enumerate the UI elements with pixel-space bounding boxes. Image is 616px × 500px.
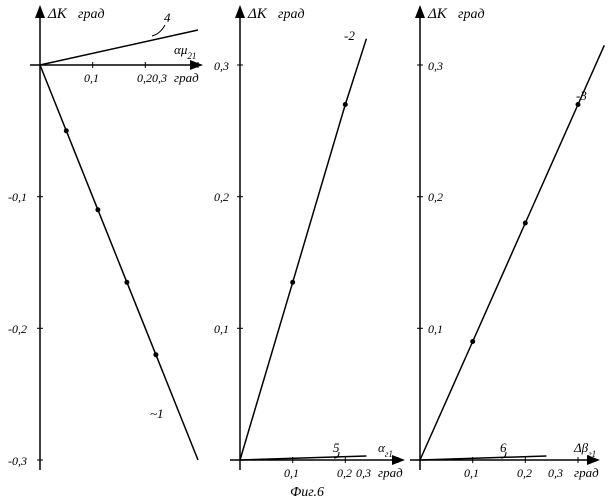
y-axis-label: ΔK xyxy=(427,6,448,22)
x-tick: 0,3 xyxy=(356,466,371,480)
figure-caption: Фиг.6 xyxy=(290,485,324,500)
x-tick: 0,1 xyxy=(464,466,479,480)
x-tick: 0,1 xyxy=(284,466,299,480)
y-tick: -0,3 xyxy=(8,454,27,468)
chart-3: ΔK град 0,1 0,2 0,3 Δβг1 град 0,1 0,2 0,… xyxy=(410,5,604,480)
y-tick: 0,3 xyxy=(214,59,229,73)
y-axis-label: ΔK xyxy=(247,6,268,22)
y-tick: 0,3 xyxy=(428,59,443,73)
x-tick: 0,2 xyxy=(337,466,352,480)
x-axis-label: Δβг1 xyxy=(573,440,596,459)
x-tick: 0,2 xyxy=(137,71,152,85)
y-tick: 0,1 xyxy=(214,322,229,336)
y-axis-label: ΔK xyxy=(47,6,68,22)
y-tick: 0,2 xyxy=(214,190,229,204)
y-tick: -0,2 xyxy=(8,322,27,336)
x-tick: 0,3 xyxy=(152,71,167,85)
x-tick: 0,1 xyxy=(84,71,99,85)
x-axis-unit: град xyxy=(574,465,599,480)
x-axis-label: αг1 xyxy=(378,440,393,459)
figure-container: ΔK град αμ21 град 0,1 0,2 0,3 -0,1 -0,2 … xyxy=(0,0,616,500)
series-tag: 4 xyxy=(164,10,171,25)
y-tick: 0,2 xyxy=(428,190,443,204)
chart-2: ΔK град 0,1 0,2 0,3 αг1 град 0,1 0,2 0,3… xyxy=(214,5,405,480)
y-axis-unit: град xyxy=(458,7,485,22)
x-axis-unit: град xyxy=(378,465,403,480)
y-tick: 0,1 xyxy=(428,322,443,336)
series-tag: -2 xyxy=(344,28,355,43)
y-axis-unit: град xyxy=(278,7,305,22)
x-tick: 0,2 xyxy=(517,466,532,480)
chart-1: ΔK град αμ21 град 0,1 0,2 0,3 -0,1 -0,2 … xyxy=(8,5,203,470)
x-axis-unit: град xyxy=(174,70,199,85)
x-tick: 0,3 xyxy=(548,466,563,480)
series-tag: -3 xyxy=(576,88,587,103)
x-axis-label: αμ21 xyxy=(174,42,196,61)
chart-svg: ΔK град αμ21 град 0,1 0,2 0,3 -0,1 -0,2 … xyxy=(0,0,616,500)
y-tick: -0,1 xyxy=(8,190,27,204)
series-tag: ~1 xyxy=(150,406,164,421)
y-axis-unit: град xyxy=(78,7,105,22)
